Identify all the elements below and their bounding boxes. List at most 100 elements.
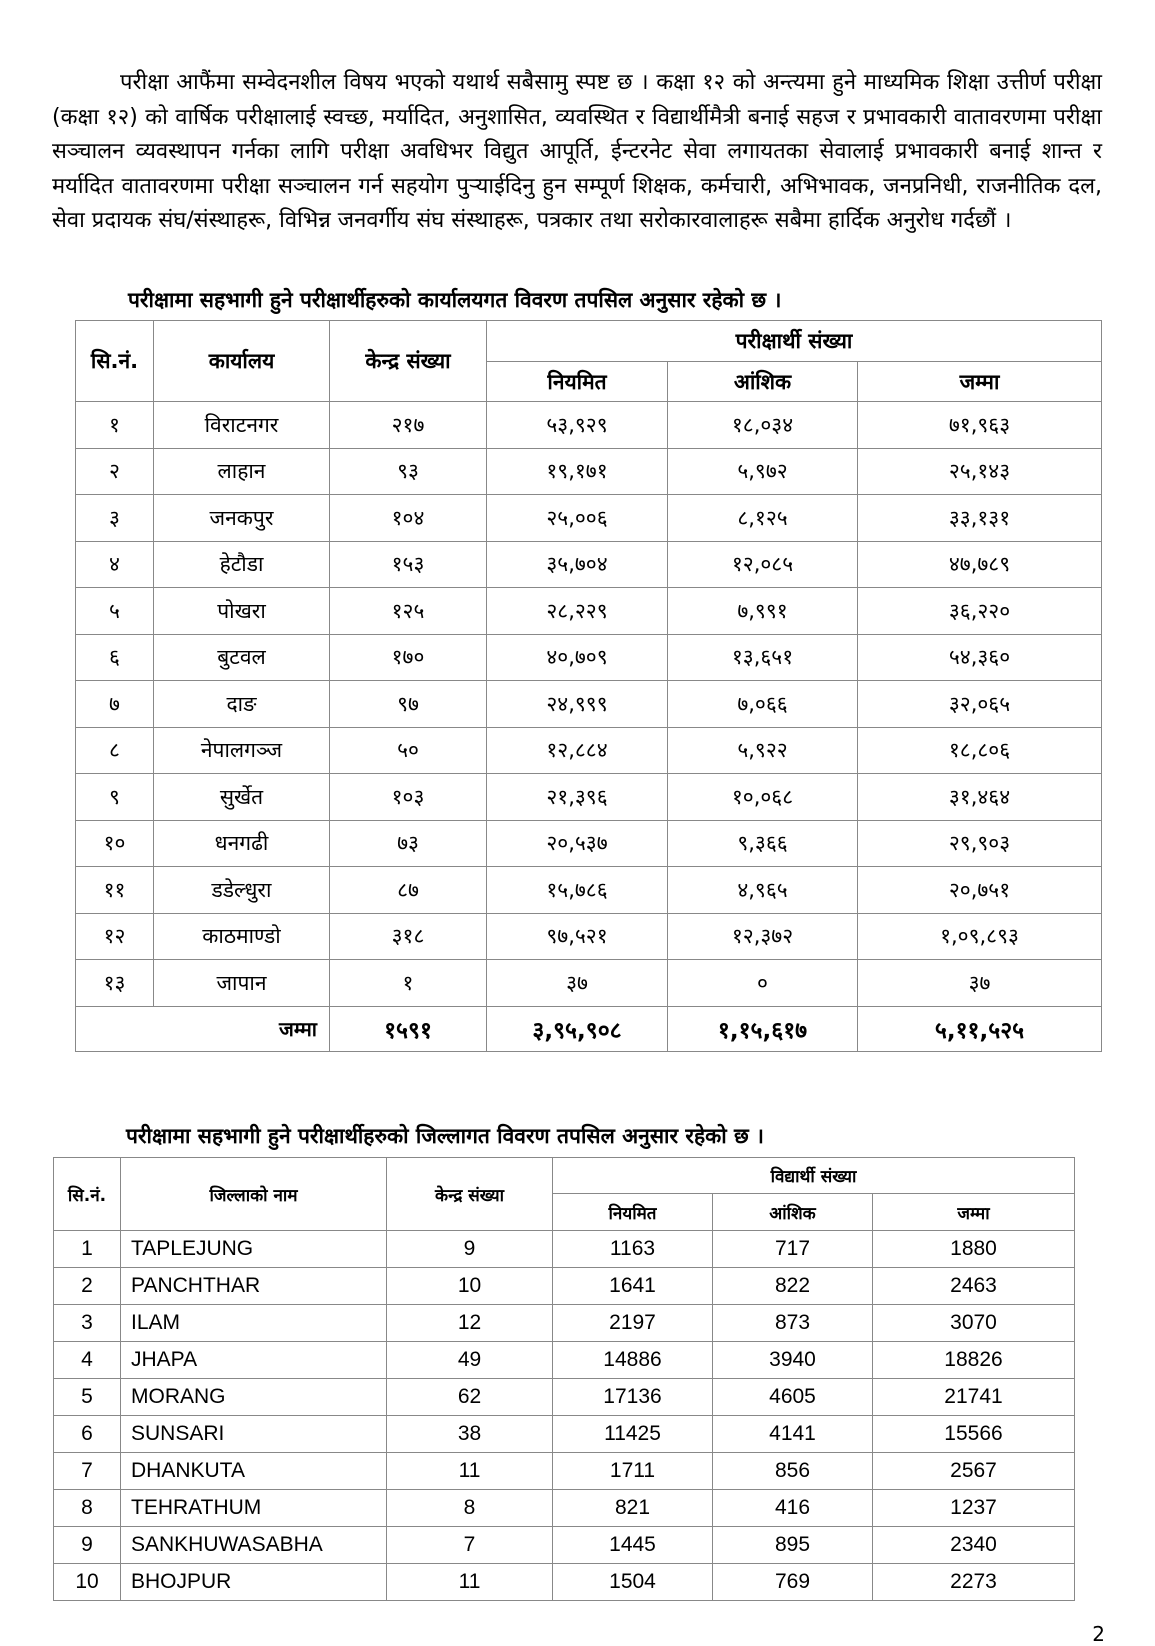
col-group-students: विद्यार्थी संख्या [552, 1157, 1075, 1194]
cell-sn: 6 [53, 1415, 121, 1453]
table-row: १३ जापान १ ३७ ० ३७ [75, 959, 1102, 1007]
table-row: 4 JHAPA 49 14886 3940 18826 [53, 1341, 1075, 1379]
cell-regular: २८,२२९ [486, 587, 668, 635]
cell-total: ५४,३६० [857, 633, 1102, 681]
district-table-title: परीक्षामा सहभागी हुने परीक्षार्थीहरुको ज… [126, 1124, 764, 1148]
cell-partial: १२,०८५ [667, 540, 858, 588]
total-label: जम्मा [75, 1005, 330, 1052]
cell-centers: 7 [386, 1526, 553, 1564]
cell-office: जापान [153, 959, 330, 1007]
cell-office: पोखरा [153, 587, 330, 635]
cell-regular: 17136 [552, 1378, 713, 1416]
cell-total: 18826 [872, 1341, 1075, 1379]
table-row: ९ सुर्खेत १०३ २१,३९६ १०,०६८ ३१,४६४ [75, 773, 1102, 821]
cell-sn: 7 [53, 1452, 121, 1490]
total-regular: ३,९५,९०८ [486, 1005, 668, 1052]
cell-centers: ७३ [329, 819, 487, 867]
cell-centers: १०३ [329, 773, 487, 821]
table-row: ३ जनकपुर १०४ २५,००६ ८,१२५ ३३,१३१ [75, 494, 1102, 542]
cell-centers: 49 [386, 1341, 553, 1379]
cell-centers: 62 [386, 1378, 553, 1416]
cell-partial: 895 [712, 1526, 873, 1564]
cell-regular: ३५,७०४ [486, 540, 668, 588]
cell-district: BHOJPUR [120, 1563, 387, 1601]
cell-partial: ९,३६६ [667, 819, 858, 867]
cell-regular: 2197 [552, 1304, 713, 1342]
cell-total: ३१,४६४ [857, 773, 1102, 821]
cell-sn: १० [75, 819, 154, 867]
cell-partial: ५,९७२ [667, 447, 858, 495]
cell-regular: ९७,५२१ [486, 912, 668, 960]
col-office: कार्यालय [153, 320, 330, 402]
page-number: 2 [1092, 1622, 1105, 1646]
cell-regular: ५३,९२९ [486, 401, 668, 449]
total-centers: १५९१ [329, 1005, 487, 1052]
cell-total: 2273 [872, 1563, 1075, 1601]
cell-district: SANKHUWASABHA [120, 1526, 387, 1564]
table-row: ७ दाङ ९७ २४,९९९ ७,०६६ ३२,०६५ [75, 680, 1102, 728]
cell-partial: ७,०६६ [667, 680, 858, 728]
cell-regular: 821 [552, 1489, 713, 1527]
table-row: 8 TEHRATHUM 8 821 416 1237 [53, 1489, 1075, 1527]
cell-regular: २०,५३७ [486, 819, 668, 867]
table-row: १० धनगढी ७३ २०,५३७ ९,३६६ २९,९०३ [75, 819, 1102, 867]
cell-district: SUNSARI [120, 1415, 387, 1453]
cell-total: 21741 [872, 1378, 1075, 1416]
cell-total: १,०९,८९३ [857, 912, 1102, 960]
cell-office: लाहान [153, 447, 330, 495]
cell-total: ७१,९६३ [857, 401, 1102, 449]
cell-total: १८,८०६ [857, 726, 1102, 774]
cell-partial: ७,९९१ [667, 587, 858, 635]
cell-regular: 1711 [552, 1452, 713, 1490]
cell-district: PANCHTHAR [120, 1267, 387, 1305]
cell-office: जनकपुर [153, 494, 330, 542]
cell-centers: १२५ [329, 587, 487, 635]
cell-sn: 5 [53, 1378, 121, 1416]
cell-office: दाङ [153, 680, 330, 728]
col-partial: आंशिक [667, 361, 858, 402]
cell-partial: 822 [712, 1267, 873, 1305]
cell-total: ४७,७८९ [857, 540, 1102, 588]
cell-sn: 9 [53, 1526, 121, 1564]
cell-partial: १०,०६८ [667, 773, 858, 821]
col-sn: सि.नं. [53, 1157, 121, 1231]
col-total: जम्मा [872, 1193, 1075, 1231]
cell-sn: ११ [75, 866, 154, 914]
cell-district: ILAM [120, 1304, 387, 1342]
cell-partial: 717 [712, 1230, 873, 1268]
cell-partial: १२,३७२ [667, 912, 858, 960]
cell-total: २५,१४३ [857, 447, 1102, 495]
cell-sn: 2 [53, 1267, 121, 1305]
cell-centers: ९७ [329, 680, 487, 728]
cell-total: 1880 [872, 1230, 1075, 1268]
cell-sn: १ [75, 401, 154, 449]
col-regular: नियमित [486, 361, 668, 402]
cell-office: डडेल्धुरा [153, 866, 330, 914]
table-row: 10 BHOJPUR 11 1504 769 2273 [53, 1563, 1075, 1601]
cell-sn: 3 [53, 1304, 121, 1342]
table-row: 3 ILAM 12 2197 873 3070 [53, 1304, 1075, 1342]
cell-regular: १५,७८६ [486, 866, 668, 914]
district-wise-table: सि.नं. जिल्लाको नाम केन्द्र संख्या विद्य… [53, 1157, 1075, 1601]
col-district: जिल्लाको नाम [120, 1157, 387, 1231]
cell-regular: 1163 [552, 1230, 713, 1268]
cell-district: JHAPA [120, 1341, 387, 1379]
cell-sn: ८ [75, 726, 154, 774]
table-row: 5 MORANG 62 17136 4605 21741 [53, 1378, 1075, 1416]
cell-sn: 10 [53, 1563, 121, 1601]
table-row: 1 TAPLEJUNG 9 1163 717 1880 [53, 1230, 1075, 1268]
cell-partial: 4141 [712, 1415, 873, 1453]
cell-centers: ३१८ [329, 912, 487, 960]
cell-sn: ६ [75, 633, 154, 681]
cell-regular: २५,००६ [486, 494, 668, 542]
table-row: 7 DHANKUTA 11 1711 856 2567 [53, 1452, 1075, 1490]
intro-paragraph: परीक्षा आफैंमा सम्वेदनशील विषय भएको यथार… [52, 70, 1102, 233]
cell-district: TAPLEJUNG [120, 1230, 387, 1268]
table-row: ८ नेपालगञ्ज ५० १२,८८४ ५,९२२ १८,८०६ [75, 726, 1102, 774]
cell-office: धनगढी [153, 819, 330, 867]
cell-office: हेटौडा [153, 540, 330, 588]
total-row: जम्मा १५९१ ३,९५,९०८ १,१५,६१७ ५,११,५२५ [75, 1005, 1102, 1052]
office-table-title: परीक्षामा सहभागी हुने परीक्षार्थीहरुको क… [128, 288, 782, 312]
cell-sn: ३ [75, 494, 154, 542]
cell-sn: ७ [75, 680, 154, 728]
